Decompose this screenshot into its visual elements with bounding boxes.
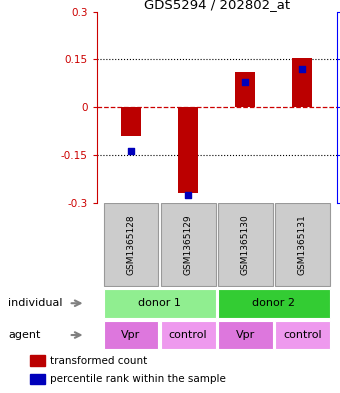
FancyBboxPatch shape bbox=[218, 289, 330, 318]
Bar bbox=[30, 356, 45, 366]
FancyBboxPatch shape bbox=[275, 204, 330, 286]
Bar bbox=[235, 72, 255, 107]
Bar bbox=[178, 107, 198, 193]
Title: GDS5294 / 202802_at: GDS5294 / 202802_at bbox=[143, 0, 290, 11]
Text: donor 2: donor 2 bbox=[252, 298, 295, 308]
Text: donor 1: donor 1 bbox=[138, 298, 181, 308]
FancyBboxPatch shape bbox=[275, 321, 330, 349]
Text: GSM1365129: GSM1365129 bbox=[184, 215, 192, 275]
FancyBboxPatch shape bbox=[104, 321, 158, 349]
Bar bbox=[30, 374, 45, 384]
Text: percentile rank within the sample: percentile rank within the sample bbox=[50, 374, 226, 384]
Text: transformed count: transformed count bbox=[50, 356, 147, 366]
Text: agent: agent bbox=[8, 330, 40, 340]
Point bbox=[300, 66, 305, 72]
Text: GSM1365128: GSM1365128 bbox=[126, 215, 135, 275]
Point bbox=[128, 148, 134, 154]
FancyBboxPatch shape bbox=[104, 289, 216, 318]
FancyBboxPatch shape bbox=[218, 204, 273, 286]
Bar bbox=[121, 107, 141, 136]
Text: Vpr: Vpr bbox=[236, 330, 255, 340]
Text: control: control bbox=[283, 330, 322, 340]
FancyBboxPatch shape bbox=[218, 321, 273, 349]
Text: Vpr: Vpr bbox=[121, 330, 141, 340]
Point bbox=[242, 79, 248, 86]
FancyBboxPatch shape bbox=[104, 204, 158, 286]
Text: GSM1365131: GSM1365131 bbox=[298, 215, 307, 275]
Text: individual: individual bbox=[8, 298, 63, 308]
Point bbox=[185, 192, 191, 198]
FancyBboxPatch shape bbox=[161, 204, 216, 286]
Bar bbox=[292, 58, 312, 107]
Text: GSM1365130: GSM1365130 bbox=[241, 215, 250, 275]
FancyBboxPatch shape bbox=[161, 321, 216, 349]
Text: control: control bbox=[169, 330, 207, 340]
